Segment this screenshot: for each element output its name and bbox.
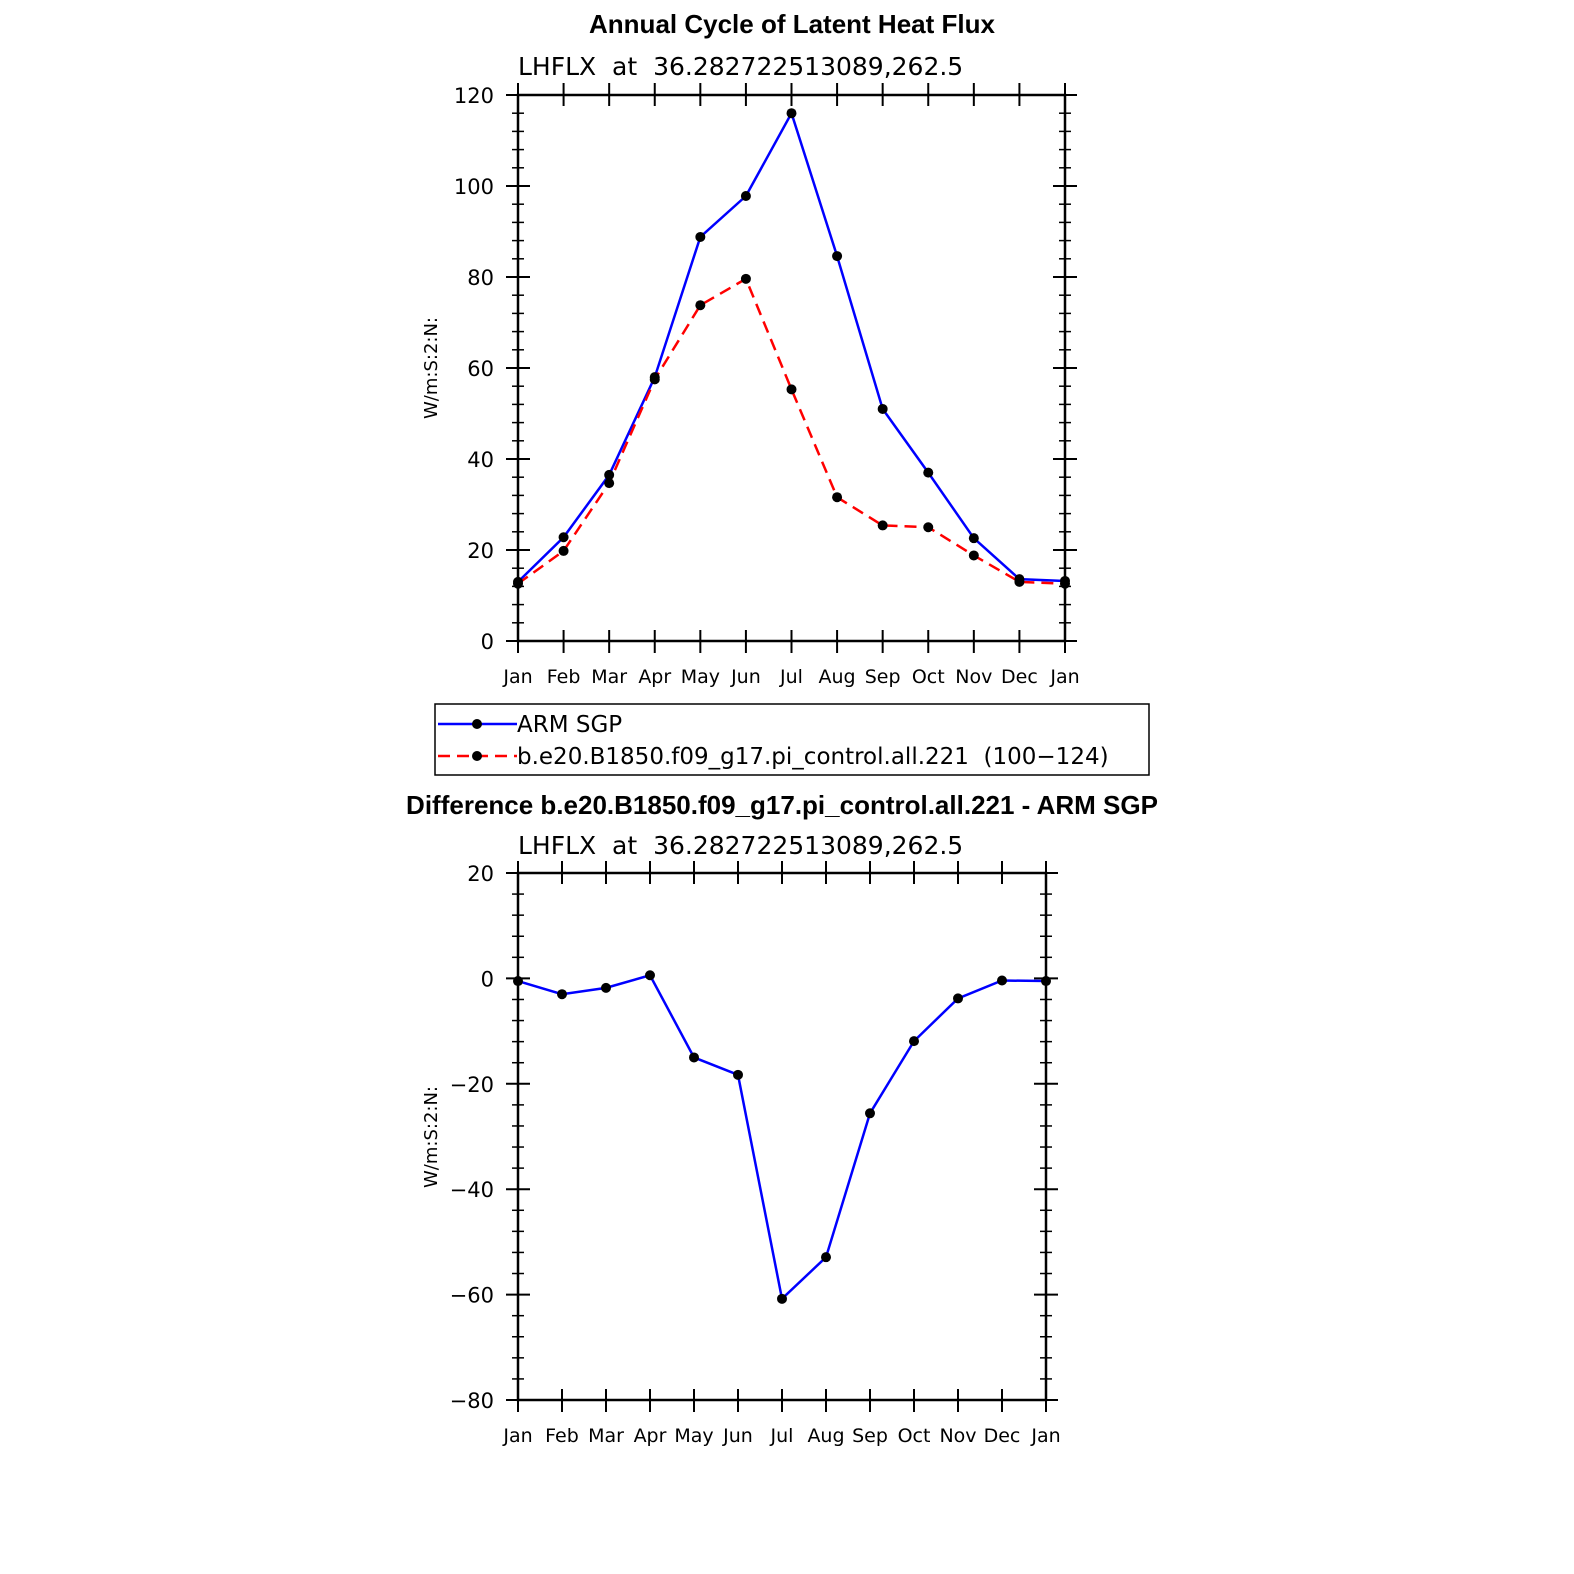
bottom-chart-ytick-label: −20 <box>450 1073 494 1097</box>
bottom-chart-xtick-label: Jan <box>1030 1425 1060 1447</box>
top-chart-subtitle: LHFLX at 36.282722513089,262.5 <box>518 52 963 81</box>
top-chart-ytick-label: 0 <box>481 630 494 654</box>
bottom-chart-series-0-point <box>777 1293 787 1304</box>
bottom-chart-series-0-point <box>953 993 963 1004</box>
bottom-chart-xtick-label: Dec <box>984 1425 1021 1447</box>
bottom-chart-xtick-label: Jul <box>770 1425 794 1447</box>
top-chart-ytick-label: 100 <box>454 175 494 199</box>
bottom-chart-ylabel: W/m:S:2:N: <box>421 1086 442 1188</box>
bottom-chart-xtick-label: Nov <box>939 1425 976 1447</box>
top-chart-series-1-point <box>832 492 843 503</box>
bottom-chart-series-0-point <box>821 1252 831 1263</box>
top-chart-series-0-point <box>923 467 934 478</box>
top-chart-series-0-point <box>968 533 979 544</box>
bottom-chart-ytick-label: −80 <box>450 1389 494 1413</box>
bottom-chart-xtick-label: Sep <box>852 1425 888 1447</box>
bottom-chart-xtick-label: Mar <box>588 1425 624 1447</box>
top-chart-xtick-label: Jul <box>779 666 803 688</box>
bottom-chart-xtick-label: Jun <box>722 1425 753 1447</box>
bottom-chart-series-0-point <box>997 975 1007 986</box>
bottom-chart-ytick-label: −60 <box>450 1284 494 1308</box>
bottom-chart-xtick-label: Feb <box>545 1425 579 1447</box>
top-chart-series-1-point <box>649 374 660 385</box>
bottom-chart-ytick-label: −40 <box>450 1178 494 1202</box>
bottom-chart-series-0-point <box>733 1069 743 1080</box>
bottom-chart-series-0-point <box>909 1036 919 1047</box>
top-chart-xtick-label: Jan <box>502 666 532 688</box>
bottom-chart-xtick-label: Oct <box>898 1425 931 1447</box>
top-chart-frame <box>516 93 1067 643</box>
bottom-chart-series-0-point <box>557 989 567 1000</box>
bottom-chart-xtick-label: Apr <box>634 1425 667 1447</box>
bottom-plot-area: Jan Feb Mar Apr May Jun Jul Aug Sep Oct Nov Dec Jan−… <box>450 861 1061 1447</box>
bottom-chart-series-0-point <box>513 976 523 987</box>
top-chart-series-1-point <box>695 300 706 311</box>
top-chart-ytick-label: 60 <box>467 357 494 381</box>
legend-label-model: b.e20.B1850.f09_g17.pi_control.all.221 (… <box>517 744 1109 770</box>
top-chart-series-0-line <box>517 110 1066 583</box>
top-chart-xtick-label: Jan <box>1049 666 1079 688</box>
top-chart-xtick-label: Mar <box>591 666 627 688</box>
bottom-chart: Difference b.e20.B1850.f09_g17.pi_contro… <box>406 790 1158 1447</box>
top-chart-xtick-label: Aug <box>819 666 856 688</box>
top-chart-xtick-label: Apr <box>638 666 671 688</box>
top-chart-series-1-line <box>517 277 1066 585</box>
top-chart: Annual Cycle of Latent Heat Flux LHFLX a… <box>421 9 1080 688</box>
top-chart-xtick-label: May <box>681 666 720 688</box>
legend-marker-model <box>472 751 482 761</box>
bottom-chart-ytick-label: 0 <box>481 967 494 991</box>
top-chart-series-0-point <box>558 532 569 543</box>
bottom-chart-series-0-line <box>517 973 1047 1302</box>
legend-marker-arm-sgp <box>472 719 482 729</box>
bottom-chart-series-0-point <box>645 970 655 981</box>
top-chart-ytick-label: 80 <box>467 266 494 290</box>
top-chart-series-0-point <box>604 469 615 480</box>
top-chart-series-0-point <box>832 251 843 262</box>
top-chart-ytick-label: 40 <box>467 448 494 472</box>
top-chart-series-1-point <box>923 522 934 533</box>
top-chart-xtick-label: Sep <box>865 666 901 688</box>
top-chart-xtick-label: Feb <box>547 666 581 688</box>
top-chart-ylabel: W/m:S:2:N: <box>421 317 442 419</box>
legend-box <box>434 703 1150 776</box>
bottom-chart-subtitle: LHFLX at 36.282722513089,262.5 <box>518 831 963 860</box>
top-chart-series-1-point <box>877 520 888 531</box>
bottom-chart-xtick-label: May <box>674 1425 713 1447</box>
top-chart-series-1-point <box>740 273 751 284</box>
bottom-chart-series-0-point <box>601 982 611 993</box>
top-chart-title: Annual Cycle of Latent Heat Flux <box>589 9 995 39</box>
top-chart-series-1-point <box>604 478 615 489</box>
legend-label-arm-sgp: ARM SGP <box>517 712 622 738</box>
bottom-chart-xtick-label: Aug <box>807 1425 844 1447</box>
bottom-chart-series-0-point <box>1041 976 1051 987</box>
top-chart-series-1-point <box>1014 576 1025 587</box>
bottom-chart-ytick-label: 20 <box>467 862 494 886</box>
top-chart-series-0-point <box>877 403 888 414</box>
bottom-chart-series-0-point <box>865 1108 875 1119</box>
top-chart-series-1-point <box>1060 578 1070 589</box>
top-chart-ytick-label: 120 <box>454 84 494 108</box>
top-chart-xtick-label: Nov <box>955 666 992 688</box>
bottom-chart-xtick-label: Jan <box>502 1425 532 1447</box>
top-chart-series-0-point <box>740 191 751 202</box>
top-chart-series-0-point <box>695 231 706 242</box>
top-chart-xtick-label: Oct <box>912 666 945 688</box>
bottom-chart-frame <box>516 871 1048 1402</box>
bottom-chart-title: Difference b.e20.B1850.f09_g17.pi_contro… <box>406 790 1158 820</box>
top-chart-series-1-point <box>513 578 523 589</box>
top-chart-ytick-label: 20 <box>467 539 494 563</box>
bottom-chart-series-0-point <box>689 1052 699 1063</box>
top-chart-series-1-point <box>558 545 569 556</box>
top-chart-xtick-label: Jun <box>730 666 761 688</box>
legend-entry-model: b.e20.B1850.f09_g17.pi_control.all.221 (… <box>438 744 1109 770</box>
top-chart-series-1-point <box>968 550 979 561</box>
top-plot-area: Jan Feb Mar Apr May Jun Jul Aug Sep Oct Nov Dec Jan 0… <box>454 83 1080 688</box>
top-chart-series-1-point <box>786 384 797 395</box>
top-chart-series-0-point <box>786 108 797 119</box>
top-chart-xtick-label: Dec <box>1001 666 1038 688</box>
legend-entry-arm-sgp: ARM SGP <box>438 712 622 738</box>
legend: ARM SGP b.e20.B1850.f09_g17.pi_control.a… <box>434 703 1150 776</box>
